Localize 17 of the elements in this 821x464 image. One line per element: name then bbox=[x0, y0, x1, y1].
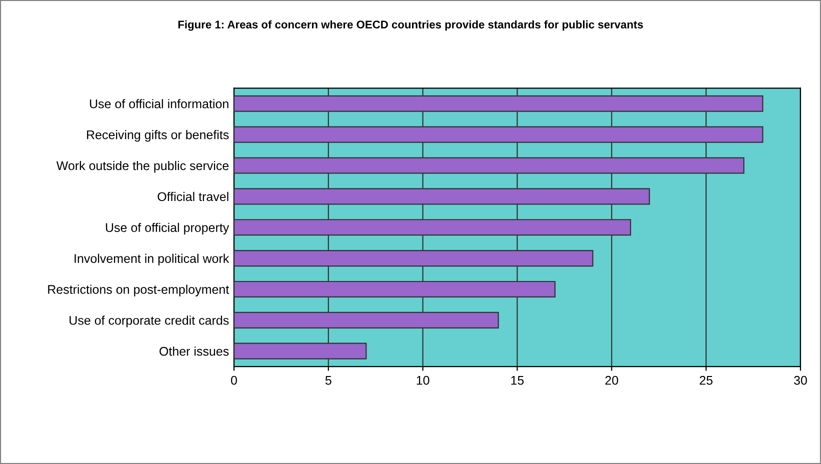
x-tick-label: 15 bbox=[511, 376, 524, 385]
y-tick-label: Use of official information bbox=[90, 99, 228, 108]
y-tick-label: Restrictions on post-employment bbox=[48, 284, 230, 296]
x-tick-label: 30 bbox=[794, 376, 807, 385]
y-tick-label: Receiving gifts or benefits bbox=[87, 130, 229, 142]
y-tick-label: Use of official property bbox=[106, 222, 230, 234]
x-tick-label: 20 bbox=[605, 376, 618, 385]
chart-title: Figure 1: Areas of concern where OECD countries provide standards for public servants bbox=[178, 20, 643, 31]
x-tick-label: 0 bbox=[231, 376, 237, 385]
x-tick-label: 5 bbox=[325, 376, 332, 385]
y-tick-label: Work outside the public service bbox=[56, 160, 229, 173]
x-tick-label: 10 bbox=[416, 376, 430, 385]
y-tick-label: Other issues bbox=[160, 346, 229, 356]
x-tick-label: 25 bbox=[700, 376, 712, 385]
y-tick-label: Use of corporate credit cards bbox=[70, 316, 229, 328]
y-tick-label: Official travel bbox=[158, 192, 228, 202]
y-tick-label: Involvement in political work bbox=[74, 254, 230, 266]
